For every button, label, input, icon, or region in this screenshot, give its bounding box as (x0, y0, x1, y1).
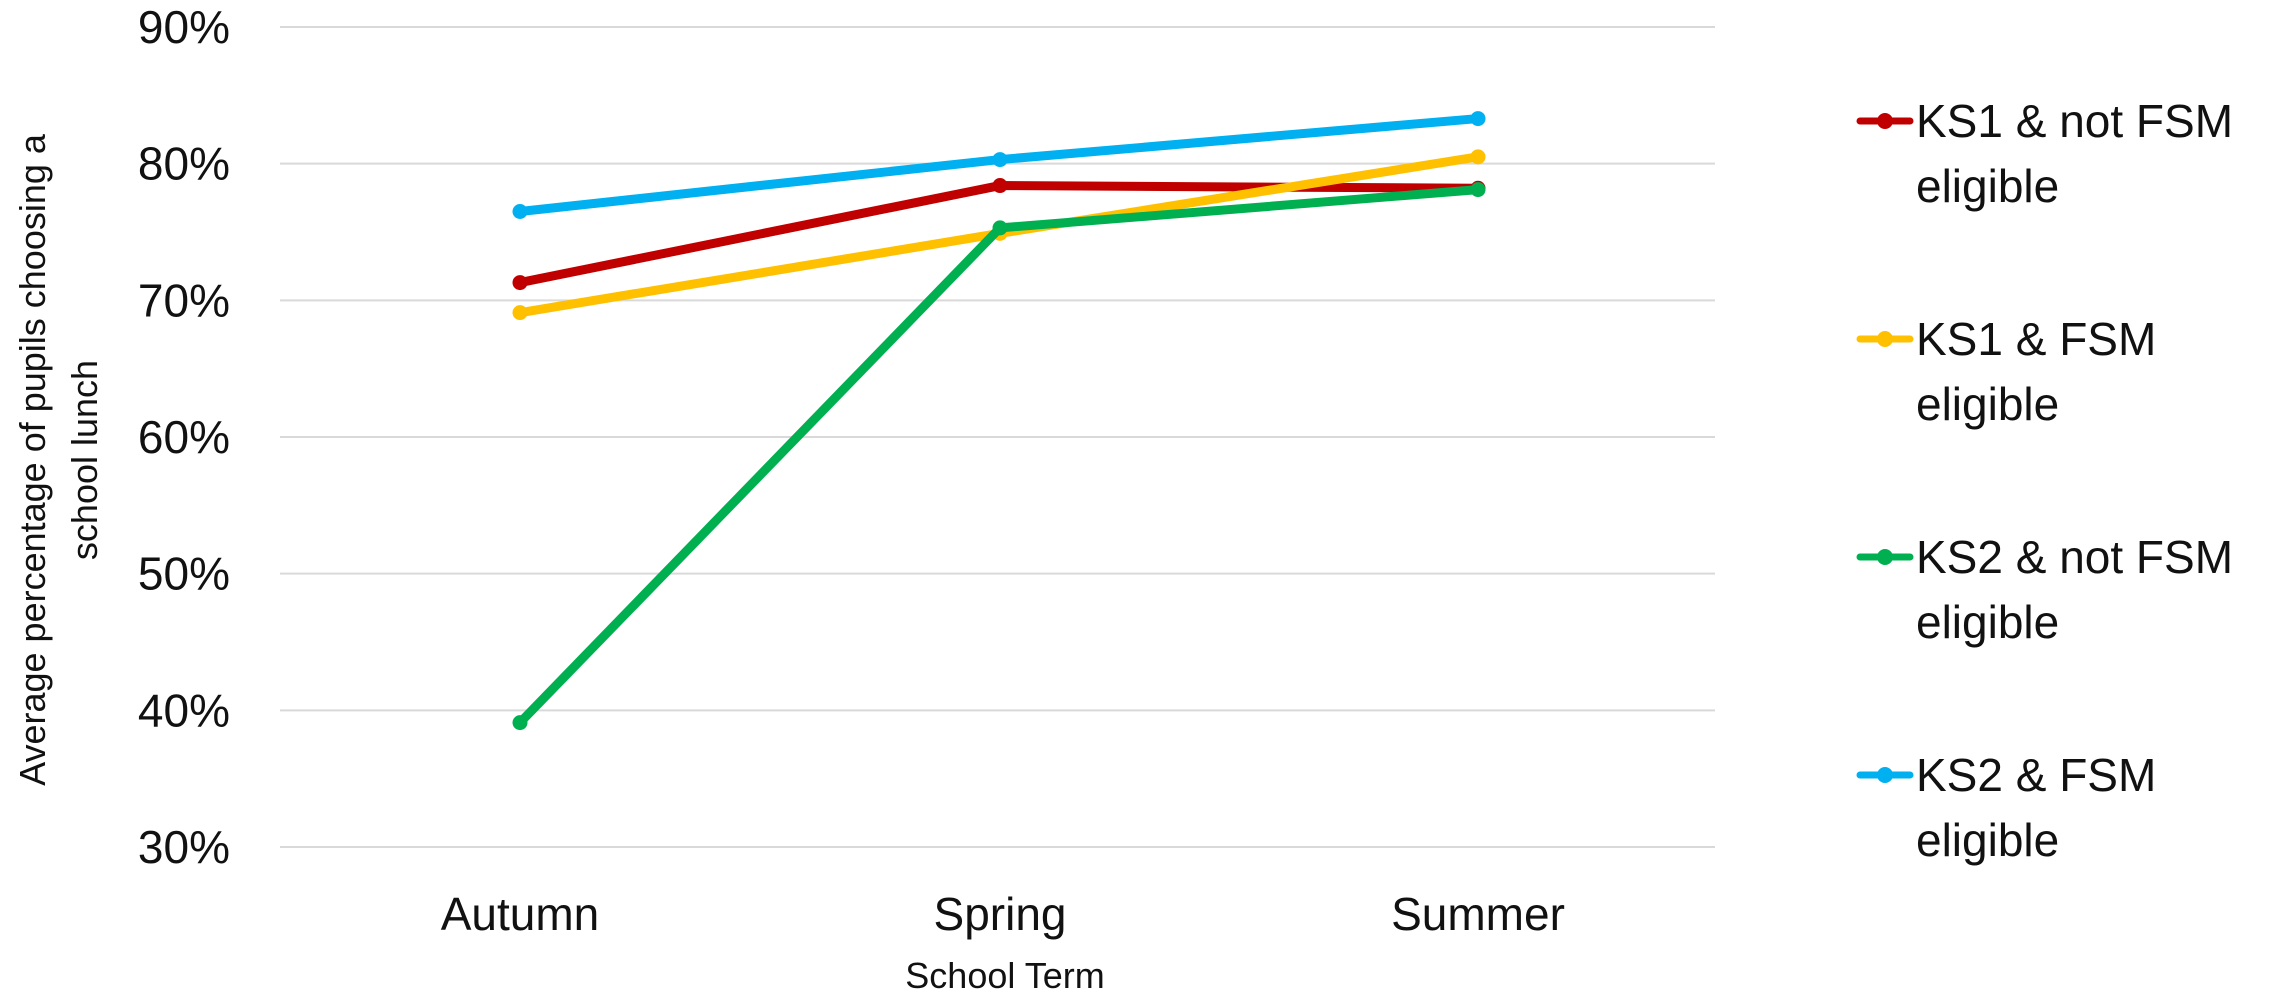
legend-label: eligible (1916, 814, 2059, 866)
y-tick-label: 40% (138, 684, 230, 736)
data-point (1470, 149, 1486, 165)
x-tick-label: Spring (934, 888, 1067, 940)
y-axis-tick-labels: 90% 80% 70% 60% 50% 40% 30% (138, 1, 230, 873)
data-point (512, 305, 528, 321)
legend-swatch-marker (1877, 767, 1893, 783)
y-tick-label: 50% (138, 548, 230, 600)
series-lines (512, 111, 1486, 731)
y-tick-label: 80% (138, 138, 230, 190)
data-point (992, 178, 1008, 194)
y-tick-label: 60% (138, 411, 230, 463)
y-tick-label: 90% (138, 1, 230, 53)
data-point (1470, 111, 1486, 127)
y-axis-title-line-2: school lunch (64, 360, 105, 560)
legend-swatch-marker (1877, 331, 1893, 347)
x-axis-tick-labels: Autumn Spring Summer (441, 888, 1565, 940)
legend-label: KS1 & FSM (1916, 313, 2156, 365)
legend-swatch-marker (1877, 549, 1893, 565)
y-axis-title-line-1: Average percentage of pupils choosing a (12, 133, 53, 786)
legend-swatch-marker (1877, 113, 1893, 129)
gridlines (280, 26, 1715, 848)
series-line (515, 185, 1483, 728)
y-axis-title: Average percentage of pupils choosing a … (12, 133, 105, 786)
data-point (992, 152, 1008, 168)
legend-label: eligible (1916, 596, 2059, 648)
data-point (1470, 182, 1486, 198)
data-point (512, 715, 528, 731)
y-tick-label: 30% (138, 821, 230, 873)
data-point (992, 220, 1008, 236)
x-axis-title: School Term (905, 955, 1104, 990)
data-point (512, 204, 528, 219)
legend-label: KS1 & not FSM (1916, 95, 2233, 147)
x-tick-label: Summer (1391, 888, 1565, 940)
legend-label: KS2 & not FSM (1916, 531, 2233, 583)
legend-label: KS2 & FSM (1916, 749, 2156, 801)
legend: KS1 & not FSM eligible KS1 & FSM eligible KS… (1856, 95, 2233, 866)
data-point (512, 275, 528, 291)
x-tick-label: Autumn (441, 888, 600, 940)
y-tick-label: 70% (138, 274, 230, 326)
legend-label: eligible (1916, 378, 2059, 430)
legend-label: eligible (1916, 160, 2059, 212)
